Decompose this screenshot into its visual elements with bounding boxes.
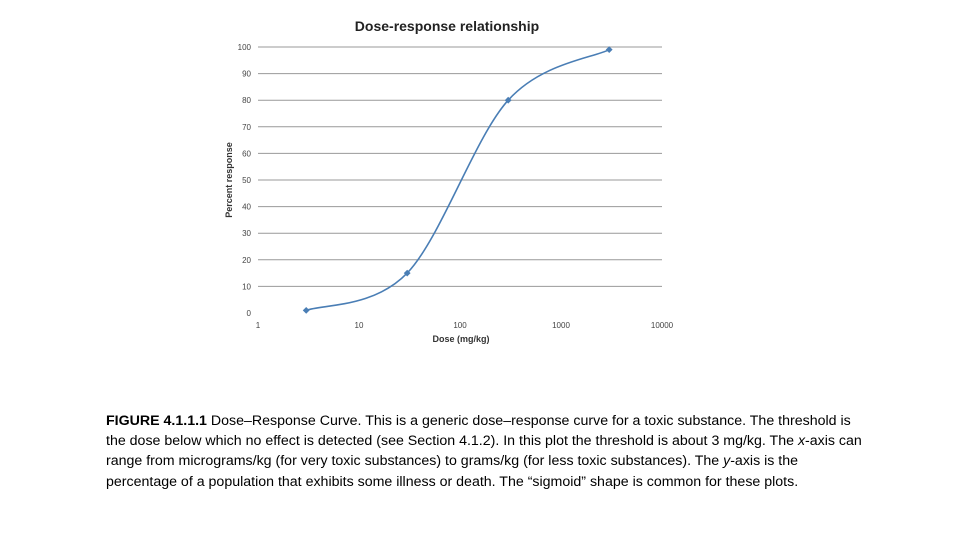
figure-caption: FIGURE 4.1.1.1 Dose–Response Curve. This… [106, 411, 866, 492]
y-tick-label: 60 [242, 149, 251, 158]
x-tick-labels: 1 10 100 1000 10000 [256, 321, 674, 330]
x-tick-label: 100 [453, 321, 467, 330]
y-tick-label: 100 [238, 43, 252, 52]
y-tick-label: 80 [242, 96, 251, 105]
figure-label: FIGURE 4.1.1.1 [106, 413, 207, 429]
y-tick-labels: 0 10 20 30 40 50 60 70 80 90 100 [238, 43, 252, 318]
x-tick-label: 10000 [651, 321, 674, 330]
caption-text-3: -axis is the percentage of a population … [106, 453, 799, 490]
x-tick-label: 1000 [552, 321, 570, 330]
y-tick-label: 10 [242, 282, 251, 291]
data-points [302, 46, 613, 314]
data-point [504, 96, 512, 104]
data-point [403, 269, 411, 277]
series-line [305, 48, 610, 312]
y-tick-label: 50 [242, 176, 251, 185]
caption-text-1: Dose–Response Curve. This is a generic d… [106, 413, 851, 450]
caption-x-term: x [797, 433, 806, 450]
x-tick-label: 1 [256, 321, 261, 330]
caption-y-term: y [723, 453, 731, 470]
y-tick-label: 70 [242, 123, 251, 132]
data-point [605, 46, 613, 54]
data-point [302, 306, 310, 314]
y-tick-label: 20 [242, 256, 251, 265]
y-tick-label: 30 [242, 229, 251, 238]
y-tick-label: 0 [247, 309, 252, 318]
x-axis-label: Dose (mg/kg) [432, 334, 489, 344]
y-tick-label: 40 [242, 203, 251, 212]
dose-response-chart: Dose-response relationship 0 10 20 30 40 50 60… [224, 18, 674, 344]
gridlines [258, 46, 662, 287]
caption-text-2: -axis can range from micrograms/kg (for … [106, 433, 862, 470]
x-tick-label: 10 [355, 321, 364, 330]
y-axis-label: Percent response [224, 142, 234, 218]
y-tick-label: 90 [242, 70, 251, 79]
chart-title: Dose-response relationship [355, 18, 539, 34]
